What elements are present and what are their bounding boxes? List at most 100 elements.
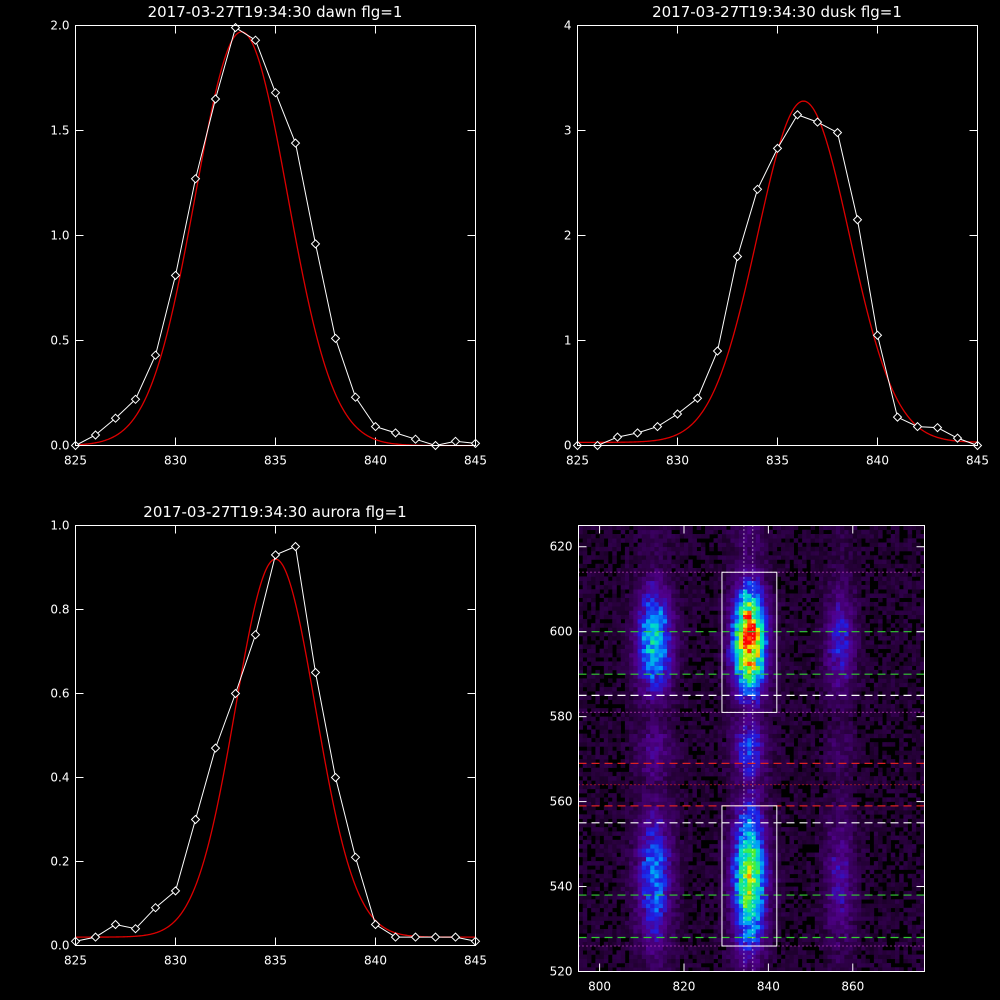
heatmap-cell (768, 856, 773, 862)
heatmap-cell (654, 958, 659, 964)
heatmap-cell (616, 895, 621, 900)
heatmap-cell (683, 912, 689, 917)
heatmap-cell (785, 708, 790, 713)
heatmap-cell (907, 865, 913, 870)
heatmap-cell (683, 882, 689, 887)
heatmap-cell (658, 890, 664, 896)
heatmap-cell (646, 839, 651, 845)
heatmap-cell (890, 856, 896, 862)
heatmap-cell (637, 839, 643, 845)
heatmap-cell (835, 831, 841, 836)
heatmap-cell (823, 963, 828, 968)
heatmap-cell (624, 869, 630, 875)
heatmap-cell (755, 873, 761, 879)
heatmap-cell (599, 759, 605, 764)
heatmap-cell (873, 933, 879, 938)
data-point-marker (110, 919, 121, 930)
heatmap-cell (835, 839, 841, 845)
heatmap-cell (835, 882, 841, 887)
heatmap-cell (738, 759, 744, 764)
heatmap-cell (595, 844, 600, 849)
heatmap-cell (658, 691, 664, 696)
heatmap-cell (654, 674, 659, 679)
heatmap-cell (688, 725, 693, 730)
heatmap-cell (785, 797, 790, 802)
heatmap-cell (671, 780, 676, 785)
heatmap-cell (637, 801, 643, 807)
heatmap-cell (907, 912, 913, 917)
heatmap-cell (646, 950, 651, 955)
heatmap-cell (721, 912, 727, 917)
heatmap-cell (802, 963, 807, 968)
heatmap-cell (776, 767, 782, 773)
heatmap-cell (734, 691, 740, 696)
heatmap-cell (810, 878, 816, 883)
heatmap-cell (705, 916, 710, 921)
heatmap-cell (789, 916, 794, 921)
heatmap-cell (608, 895, 613, 900)
heatmap-cell (595, 746, 600, 751)
heatmap-cell (755, 835, 761, 841)
heatmap-cell (713, 890, 719, 896)
heatmap-cell (616, 958, 621, 964)
heatmap-cell (899, 682, 904, 688)
heatmap-cell (717, 886, 723, 892)
heatmap-cell (747, 907, 752, 913)
dawn-plot-area (70, 22, 481, 451)
heatmap-cell (683, 865, 689, 870)
heatmap-cell (734, 831, 740, 836)
heatmap-cell (608, 835, 613, 841)
heatmap-cell (751, 763, 757, 768)
heatmap-cell (633, 699, 638, 705)
heatmap-cell (721, 950, 727, 955)
heatmap-cell (785, 814, 790, 819)
heatmap-cell (886, 703, 892, 709)
heatmap-cell (726, 797, 731, 802)
heatmap-cell (797, 742, 803, 747)
heatmap-cell (603, 886, 609, 892)
heatmap-cell (667, 784, 672, 790)
heatmap-cell (612, 852, 617, 858)
heatmap-cell (641, 814, 647, 819)
heatmap-cell (726, 793, 731, 798)
heatmap-cell (882, 920, 887, 926)
heatmap-cell (840, 725, 845, 730)
heatmap-cell (709, 958, 714, 964)
heatmap-cell (878, 788, 883, 794)
heatmap-cell (730, 742, 735, 747)
heatmap-cell (768, 903, 773, 909)
heatmap-cell (776, 746, 782, 751)
heatmap-cell (726, 750, 731, 756)
data-point-marker (932, 422, 943, 433)
heatmap-cell (819, 682, 824, 688)
heatmap-cell (696, 733, 702, 739)
heatmap-cell (810, 725, 816, 730)
heatmap-cell (772, 678, 778, 683)
heatmap-cell (861, 776, 866, 781)
heatmap-cell (705, 920, 710, 926)
heatmap-cell (903, 682, 908, 688)
heatmap-cell (776, 967, 782, 972)
heatmap-cell (726, 839, 731, 845)
heatmap-cell (612, 937, 617, 943)
heatmap-cell (675, 963, 681, 968)
heatmap-cell (629, 669, 634, 675)
heatmap-cell (772, 848, 778, 853)
heatmap-cell (793, 933, 799, 938)
heatmap-cell (869, 776, 875, 781)
heatmap-cell (747, 810, 752, 815)
heatmap-cell (890, 742, 896, 747)
heatmap-cell (603, 763, 609, 768)
heatmap-cell (658, 737, 664, 743)
heatmap-cell (768, 844, 773, 849)
heatmap-cell (675, 771, 681, 777)
heatmap-cell (608, 678, 613, 683)
heatmap-cell (759, 924, 765, 930)
heatmap-cell (793, 848, 799, 853)
heatmap-cell (768, 907, 773, 913)
heatmap-cell (785, 967, 790, 972)
heatmap-cell (772, 878, 778, 883)
heatmap-cell (658, 674, 664, 679)
heatmap-cell (662, 767, 668, 773)
heatmap-cell (646, 873, 651, 879)
